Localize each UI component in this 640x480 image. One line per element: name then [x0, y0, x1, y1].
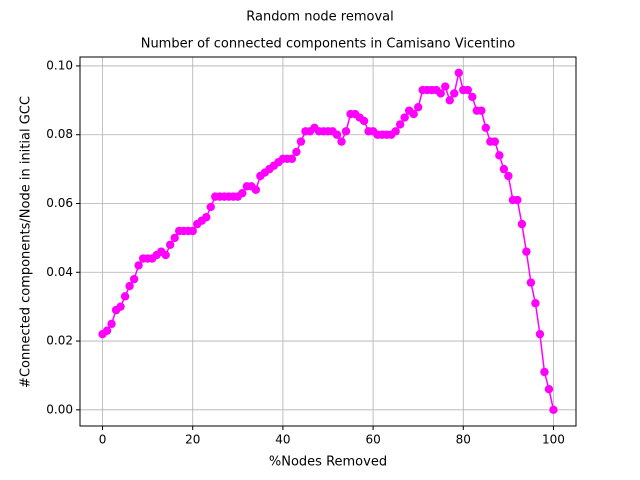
data-point [477, 106, 486, 115]
data-point [107, 319, 116, 329]
data-point [441, 82, 450, 91]
data-point [413, 103, 423, 112]
data-point [134, 261, 143, 270]
data-point [517, 219, 527, 229]
x-tick-label: 20 [185, 433, 200, 447]
plot-frame [79, 56, 577, 427]
data-point [535, 329, 545, 339]
y-tick-label: 0.02 [46, 334, 73, 348]
data-point [549, 405, 558, 415]
x-tick-label: 40 [275, 433, 290, 447]
data-point [504, 171, 513, 181]
suptitle: Random node removal [246, 10, 393, 25]
x-tick-label: 0 [99, 433, 107, 447]
data-point [337, 137, 346, 146]
data-point [102, 326, 112, 335]
data-point [540, 367, 549, 377]
data-point [125, 281, 134, 291]
data-point [531, 299, 540, 308]
data-point [170, 233, 179, 243]
data-point [161, 250, 170, 260]
data-point [202, 213, 211, 222]
data-point [499, 164, 509, 174]
data-point [445, 96, 454, 105]
data-point [206, 202, 215, 212]
data-point [490, 137, 500, 146]
data-point [165, 240, 175, 249]
y-axis-label: #Connected components/Node in initial GC… [19, 96, 34, 388]
y-tick-label: 0.06 [46, 196, 73, 210]
data-point [495, 151, 504, 160]
data-point [116, 302, 125, 311]
data-point [359, 116, 369, 126]
data-point [526, 278, 536, 287]
data-point [436, 89, 445, 98]
y-tick-label: 0.04 [46, 265, 73, 279]
chart-title: Number of connected components in Camisa… [141, 37, 516, 52]
data-point [463, 85, 472, 95]
data-point [341, 127, 351, 136]
data-point [287, 154, 297, 163]
data-point [292, 147, 301, 157]
data-point [296, 137, 306, 146]
x-axis-label: %Nodes Removed [269, 455, 387, 470]
x-tick-label: 80 [456, 433, 471, 447]
data-point [544, 385, 554, 394]
data-point [481, 123, 491, 133]
data-point [513, 195, 522, 205]
data-point [454, 68, 463, 78]
data-point [129, 274, 139, 284]
data-point [409, 109, 418, 119]
data-point [450, 89, 459, 98]
data-point [395, 120, 405, 129]
data-point [332, 130, 342, 139]
y-tick-label: 0.08 [46, 127, 73, 141]
data-point [120, 292, 130, 301]
data-point [188, 226, 197, 236]
data-point [238, 188, 247, 198]
data-point [391, 127, 400, 136]
x-tick-label: 100 [542, 433, 565, 447]
data-point [522, 247, 531, 256]
y-tick-label: 0.00 [46, 402, 73, 416]
y-tick-label: 0.10 [46, 58, 73, 72]
data-point [251, 185, 261, 194]
x-tick-label: 60 [365, 433, 380, 447]
data-point [468, 92, 477, 102]
data-point [400, 113, 409, 122]
